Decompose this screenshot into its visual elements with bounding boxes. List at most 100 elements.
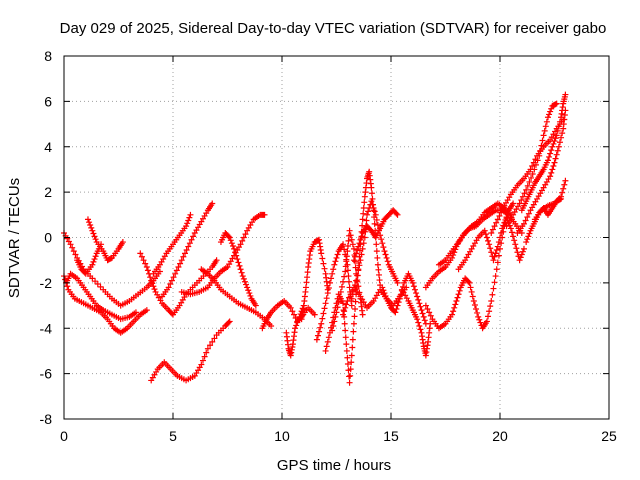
data-point [485, 313, 492, 320]
data-point [490, 257, 497, 264]
data-point [470, 298, 477, 305]
data-point [552, 135, 559, 142]
data-point [322, 300, 329, 307]
data-point [69, 244, 76, 251]
data-point [546, 153, 553, 160]
data-point [562, 177, 569, 184]
data-point [342, 304, 349, 311]
data-point [551, 138, 558, 145]
data-point [190, 233, 197, 240]
data-point [552, 155, 559, 162]
series-arc-29 [503, 100, 560, 230]
y-tick-label: -6 [40, 366, 53, 382]
data-point [89, 227, 96, 234]
data-point [243, 281, 250, 288]
data-point [349, 336, 356, 343]
data-point [329, 327, 336, 334]
data-point [542, 123, 549, 130]
data-point [424, 305, 431, 312]
data-point [392, 309, 399, 316]
data-point [236, 262, 243, 269]
data-point [393, 210, 400, 217]
data-point [418, 307, 425, 314]
data-point [547, 108, 554, 115]
data-point [302, 284, 309, 291]
data-point [529, 170, 536, 177]
data-point [488, 298, 495, 305]
data-point [326, 279, 333, 286]
data-point [508, 229, 515, 236]
data-point [556, 118, 563, 125]
data-point [451, 304, 458, 311]
data-point [492, 273, 499, 280]
data-point [528, 174, 535, 181]
data-point [143, 263, 150, 270]
data-point [352, 305, 359, 312]
data-point [341, 273, 348, 280]
data-point [344, 298, 351, 305]
data-point [209, 200, 216, 207]
data-point [225, 319, 232, 326]
data-point [487, 245, 494, 252]
data-point [532, 161, 539, 168]
data-point [144, 267, 151, 274]
data-point [561, 181, 568, 188]
data-point [499, 206, 506, 213]
data-point [491, 279, 498, 286]
data-point [338, 283, 345, 290]
data-point [187, 211, 194, 218]
data-point [319, 315, 326, 322]
data-point [526, 230, 533, 237]
data-point [374, 222, 381, 229]
data-point [417, 326, 424, 333]
data-point [335, 299, 342, 306]
data-point [520, 220, 527, 227]
x-tick-label: 20 [492, 428, 508, 444]
data-point [475, 313, 482, 320]
data-point [347, 366, 354, 373]
data-point [396, 295, 403, 302]
data-point [320, 310, 327, 317]
data-point [473, 305, 480, 312]
data-point [517, 254, 524, 261]
data-point [368, 190, 375, 197]
data-point [329, 270, 336, 277]
series-arc-24 [422, 200, 517, 332]
data-point [290, 311, 297, 318]
data-point [304, 269, 311, 276]
data-point [511, 237, 518, 244]
data-point [493, 246, 500, 253]
y-tick-label: 2 [44, 184, 52, 200]
data-point [342, 327, 349, 334]
y-tick-label: 8 [44, 48, 52, 64]
data-point [560, 185, 567, 192]
data-point [422, 302, 429, 309]
data-point [344, 354, 351, 361]
series-arc-12 [217, 229, 259, 309]
data-point [137, 250, 144, 257]
data-point [91, 256, 98, 263]
data-point [415, 319, 422, 326]
data-point [91, 233, 98, 240]
data-point [94, 281, 101, 288]
data-point [325, 284, 332, 291]
data-point [348, 359, 355, 366]
data-point [523, 186, 530, 193]
data-point [546, 111, 553, 118]
data-point [455, 291, 462, 298]
data-point [547, 150, 554, 157]
data-point [361, 199, 368, 206]
data-point [550, 140, 557, 147]
data-point [493, 219, 500, 226]
data-point [496, 212, 503, 219]
y-tick-label: -4 [40, 320, 53, 336]
data-point [119, 239, 126, 246]
series-arc-7 [150, 211, 194, 277]
data-point [417, 303, 424, 310]
data-point [324, 290, 331, 297]
data-point [465, 278, 472, 285]
data-point [347, 291, 354, 298]
data-point [239, 273, 246, 280]
data-point [333, 254, 340, 261]
data-point [548, 147, 555, 154]
